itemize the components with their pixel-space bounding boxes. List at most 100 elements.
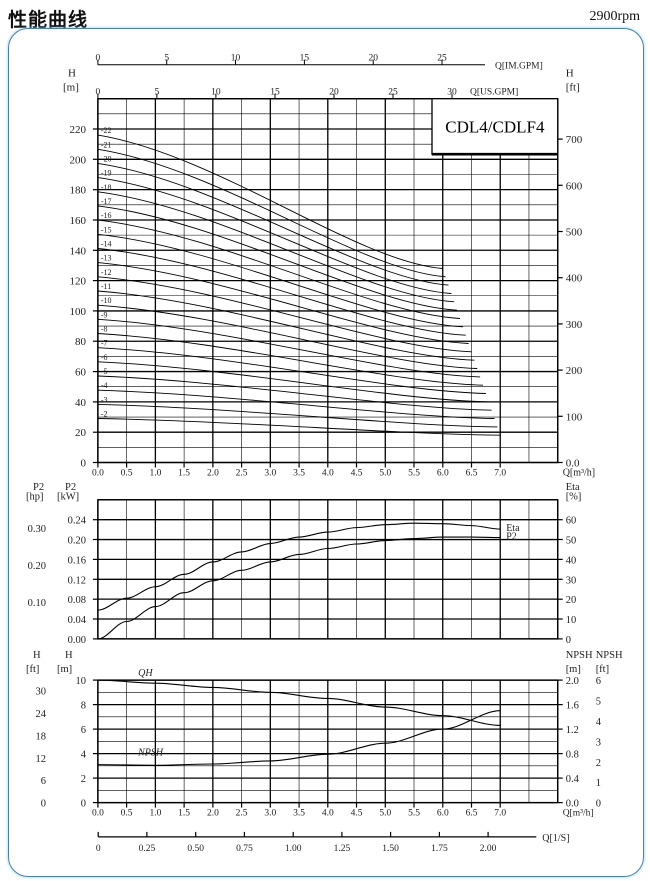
- svg-text:1: 1: [596, 778, 601, 789]
- svg-text:20: 20: [75, 427, 87, 439]
- svg-text:NPSH: NPSH: [596, 650, 623, 661]
- svg-text:[kW]: [kW]: [57, 491, 79, 502]
- svg-text:[ft]: [ft]: [26, 664, 39, 675]
- svg-text:-22: -22: [101, 126, 112, 135]
- svg-text:40: 40: [566, 555, 577, 566]
- svg-text:0.0: 0.0: [92, 469, 104, 479]
- svg-text:2: 2: [81, 774, 86, 785]
- svg-text:6: 6: [41, 776, 46, 787]
- svg-text:-6: -6: [101, 353, 108, 362]
- svg-text:-3: -3: [101, 395, 108, 404]
- svg-text:3.0: 3.0: [264, 469, 276, 479]
- svg-text:NPSH: NPSH: [566, 650, 593, 661]
- svg-text:2.0: 2.0: [566, 676, 579, 687]
- svg-text:0.5: 0.5: [121, 469, 133, 479]
- svg-text:Q[1/S]: Q[1/S]: [542, 833, 569, 844]
- svg-text:60: 60: [75, 367, 87, 379]
- svg-text:12: 12: [36, 754, 47, 765]
- svg-text:3: 3: [596, 737, 601, 748]
- svg-text:600: 600: [566, 180, 583, 192]
- svg-text:0.04: 0.04: [68, 615, 87, 626]
- svg-text:30: 30: [566, 575, 577, 586]
- svg-text:Q[m³/h]: Q[m³/h]: [563, 809, 594, 819]
- svg-text:180: 180: [70, 185, 87, 197]
- svg-text:4.0: 4.0: [322, 469, 334, 479]
- svg-text:[ft]: [ft]: [566, 82, 580, 94]
- svg-text:-2: -2: [101, 410, 108, 419]
- svg-text:Q[US.GPM]: Q[US.GPM]: [470, 88, 518, 98]
- svg-text:-21: -21: [101, 140, 112, 149]
- svg-text:120: 120: [70, 276, 87, 288]
- svg-text:200: 200: [70, 154, 87, 166]
- svg-text:4: 4: [596, 717, 602, 728]
- svg-text:H: H: [566, 68, 574, 80]
- svg-text:7.0: 7.0: [494, 809, 506, 819]
- svg-text:4.5: 4.5: [351, 469, 363, 479]
- svg-text:4.5: 4.5: [351, 809, 363, 819]
- svg-text:40: 40: [75, 397, 87, 409]
- svg-text:6: 6: [596, 676, 601, 687]
- svg-text:4: 4: [81, 750, 87, 761]
- svg-text:10: 10: [76, 676, 87, 687]
- svg-text:24: 24: [36, 709, 47, 720]
- svg-text:4.0: 4.0: [322, 809, 334, 819]
- svg-text:20: 20: [566, 595, 577, 606]
- svg-text:[%]: [%]: [566, 491, 582, 502]
- svg-text:0.0: 0.0: [566, 799, 579, 810]
- svg-text:0.20: 0.20: [68, 536, 86, 547]
- svg-text:0.00: 0.00: [68, 635, 86, 646]
- svg-text:H: H: [33, 650, 41, 661]
- svg-text:-12: -12: [101, 268, 112, 277]
- svg-text:400: 400: [566, 273, 583, 285]
- svg-text:30: 30: [36, 687, 47, 698]
- svg-text:-5: -5: [101, 367, 108, 376]
- svg-text:6.5: 6.5: [466, 469, 478, 479]
- svg-text:2.0: 2.0: [207, 469, 219, 479]
- svg-text:3.0: 3.0: [264, 809, 276, 819]
- svg-text:300: 300: [566, 319, 583, 331]
- svg-text:0: 0: [81, 799, 86, 810]
- svg-text:Q[IM.GPM]: Q[IM.GPM]: [495, 62, 543, 72]
- svg-text:2.0: 2.0: [207, 809, 219, 819]
- svg-text:140: 140: [70, 245, 87, 257]
- svg-text:0: 0: [566, 635, 571, 646]
- svg-text:-13: -13: [101, 254, 112, 263]
- svg-text:3.5: 3.5: [293, 469, 305, 479]
- svg-text:1.6: 1.6: [566, 701, 579, 712]
- svg-text:-18: -18: [101, 183, 112, 192]
- svg-text:1.00: 1.00: [285, 844, 302, 854]
- svg-text:-20: -20: [101, 154, 112, 163]
- svg-text:1.2: 1.2: [566, 725, 579, 736]
- svg-text:6: 6: [81, 725, 86, 736]
- svg-text:0.08: 0.08: [68, 595, 86, 606]
- svg-text:H: H: [68, 68, 76, 80]
- svg-text:1.0: 1.0: [149, 469, 161, 479]
- svg-text:80: 80: [75, 336, 87, 348]
- svg-text:[m]: [m]: [57, 664, 72, 675]
- svg-text:Q[m³/h]: Q[m³/h]: [563, 468, 595, 479]
- svg-text:2.5: 2.5: [236, 809, 248, 819]
- svg-text:2.5: 2.5: [236, 469, 248, 479]
- svg-text:QH: QH: [138, 668, 153, 679]
- svg-text:18: 18: [36, 731, 47, 742]
- svg-text:-14: -14: [101, 240, 112, 249]
- svg-text:-8: -8: [101, 325, 108, 334]
- svg-text:8: 8: [81, 701, 86, 712]
- svg-text:0.24: 0.24: [68, 516, 87, 527]
- svg-text:100: 100: [566, 411, 583, 423]
- svg-text:0: 0: [96, 844, 101, 854]
- svg-text:0: 0: [41, 799, 46, 810]
- svg-text:-15: -15: [101, 225, 112, 234]
- svg-text:-9: -9: [101, 310, 108, 319]
- svg-text:-16: -16: [101, 211, 112, 220]
- svg-text:10: 10: [566, 615, 577, 626]
- svg-text:0.75: 0.75: [236, 844, 253, 854]
- svg-text:5: 5: [596, 697, 601, 708]
- svg-text:-10: -10: [101, 296, 112, 305]
- svg-text:0.8: 0.8: [566, 750, 579, 761]
- svg-text:6.0: 6.0: [437, 809, 449, 819]
- svg-text:0.10: 0.10: [28, 598, 46, 609]
- svg-text:7.0: 7.0: [494, 469, 506, 479]
- svg-text:6.0: 6.0: [437, 469, 449, 479]
- svg-text:200: 200: [566, 365, 583, 377]
